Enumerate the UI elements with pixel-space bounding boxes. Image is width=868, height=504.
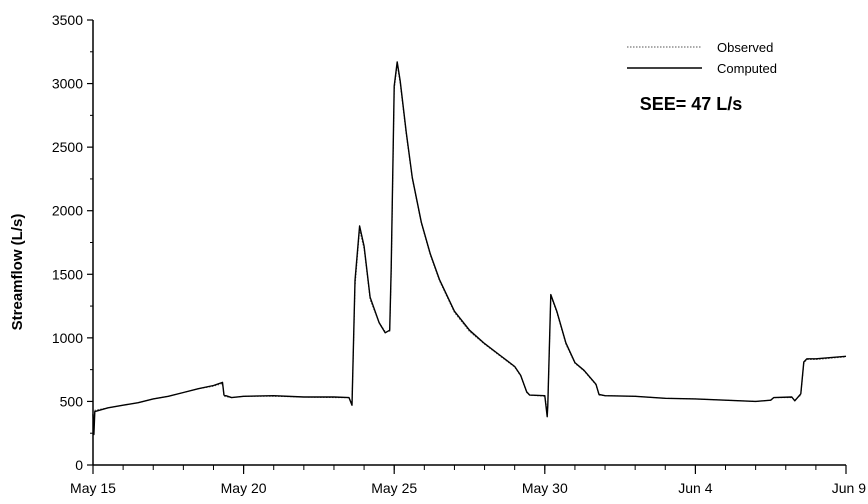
- x-tick-label: May 25: [371, 480, 417, 496]
- y-tick-label: 3000: [52, 76, 83, 92]
- y-tick-label: 2000: [52, 203, 83, 219]
- y-tick-label: 1000: [52, 330, 83, 346]
- axes: 0 500 1000 1500 2000 2500 3000 3500 May 15 May 20…: [52, 12, 866, 496]
- y-tick-label: 2500: [52, 139, 83, 155]
- x-tick-label: May 30: [522, 480, 568, 496]
- y-tick-label: 3500: [52, 12, 83, 28]
- see-annotation: SEE= 47 L/s: [640, 94, 743, 114]
- series-line-computed: [92, 61, 847, 436]
- legend-label-computed: Computed: [717, 61, 777, 76]
- legend-label-observed: Observed: [717, 40, 773, 55]
- x-tick-label: May 15: [70, 480, 116, 496]
- y-tick-label: 0: [75, 457, 83, 473]
- legend: Observed Computed: [627, 40, 777, 76]
- x-tick-label: May 20: [221, 480, 267, 496]
- y-tick-label: 1500: [52, 266, 83, 282]
- x-tick-label: Jun 9: [832, 480, 866, 496]
- x-tick-label: Jun 4: [678, 480, 712, 496]
- series-line-observed: [92, 64, 847, 433]
- y-axis-title: Streamflow (L/s): [9, 214, 26, 331]
- y-tick-label: 500: [60, 393, 84, 409]
- series-layer: [92, 61, 847, 436]
